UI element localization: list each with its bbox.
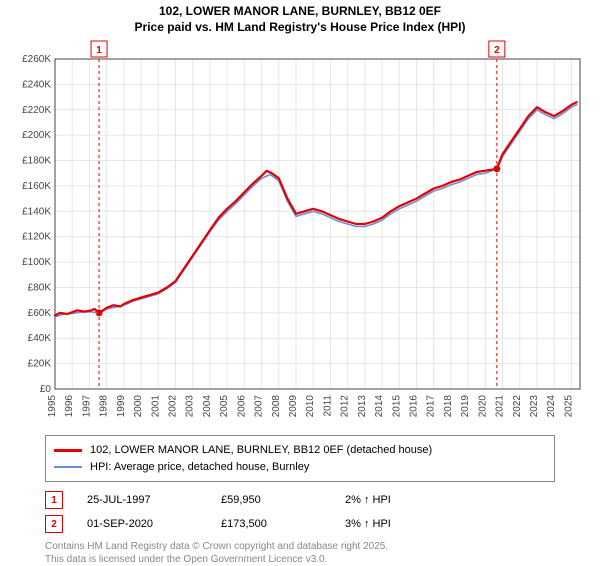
svg-text:£100K: £100K — [22, 257, 51, 268]
svg-text:2011: 2011 — [322, 395, 333, 417]
marker-price-1: £59,950 — [221, 494, 321, 506]
title-line2: Price paid vs. HM Land Registry's House … — [0, 20, 600, 36]
chart-title: 102, LOWER MANOR LANE, BURNLEY, BB12 0EF… — [0, 0, 600, 35]
svg-text:£220K: £220K — [22, 105, 51, 116]
marker-pct-2: 3% ↑ HPI — [345, 518, 391, 530]
svg-text:2: 2 — [494, 45, 500, 56]
marker-row-2: 2 01-SEP-2020 £173,500 3% ↑ HPI — [45, 512, 555, 536]
svg-text:2005: 2005 — [219, 395, 230, 418]
svg-text:£120K: £120K — [22, 232, 51, 243]
svg-text:2006: 2006 — [236, 395, 247, 418]
marker-table: 1 25-JUL-1997 £59,950 2% ↑ HPI 2 01-SEP-… — [45, 488, 555, 536]
svg-text:1998: 1998 — [99, 395, 110, 418]
svg-text:£20K: £20K — [28, 359, 52, 370]
svg-text:2024: 2024 — [546, 395, 557, 418]
svg-text:2014: 2014 — [374, 395, 385, 418]
svg-text:2025: 2025 — [563, 395, 574, 418]
marker-badge-1: 1 — [45, 491, 63, 509]
svg-text:£200K: £200K — [22, 130, 51, 141]
legend-row-series2: HPI: Average price, detached house, Burn… — [54, 459, 546, 476]
svg-text:2002: 2002 — [167, 395, 178, 418]
legend-swatch-2 — [54, 466, 82, 468]
marker-date-2: 01-SEP-2020 — [87, 518, 197, 530]
svg-text:2013: 2013 — [357, 395, 368, 418]
marker-price-2: £173,500 — [221, 518, 321, 530]
legend-label-1: 102, LOWER MANOR LANE, BURNLEY, BB12 0EF… — [90, 442, 432, 459]
svg-text:£0: £0 — [40, 384, 52, 395]
marker-date-1: 25-JUL-1997 — [87, 494, 197, 506]
svg-text:1996: 1996 — [64, 395, 75, 418]
svg-text:£40K: £40K — [28, 333, 52, 344]
license-line1: Contains HM Land Registry data © Crown c… — [45, 540, 600, 553]
svg-text:£140K: £140K — [22, 206, 51, 217]
svg-text:1: 1 — [96, 45, 102, 56]
title-line1: 102, LOWER MANOR LANE, BURNLEY, BB12 0EF — [0, 4, 600, 20]
svg-text:2015: 2015 — [391, 395, 402, 418]
svg-text:2023: 2023 — [529, 395, 540, 418]
svg-text:2017: 2017 — [426, 395, 437, 418]
svg-text:1995: 1995 — [47, 395, 58, 418]
license-text: Contains HM Land Registry data © Crown c… — [45, 540, 600, 566]
svg-text:£180K: £180K — [22, 156, 51, 167]
svg-text:2016: 2016 — [408, 395, 419, 418]
svg-text:2003: 2003 — [185, 395, 196, 418]
marker-pct-1: 2% ↑ HPI — [345, 494, 391, 506]
svg-text:2009: 2009 — [288, 395, 299, 418]
svg-text:2001: 2001 — [150, 395, 161, 418]
svg-text:£240K: £240K — [22, 80, 51, 91]
chart-legend: 102, LOWER MANOR LANE, BURNLEY, BB12 0EF… — [45, 435, 555, 482]
svg-text:2020: 2020 — [477, 395, 488, 418]
svg-text:2022: 2022 — [512, 395, 523, 418]
svg-text:2008: 2008 — [271, 395, 282, 418]
svg-text:£60K: £60K — [28, 308, 52, 319]
svg-text:1997: 1997 — [81, 395, 92, 418]
svg-text:2010: 2010 — [305, 395, 316, 418]
svg-text:2012: 2012 — [340, 395, 351, 418]
svg-text:2007: 2007 — [254, 395, 265, 418]
svg-text:1999: 1999 — [116, 395, 127, 418]
price-chart: £0 £20K £40K £60K £80K £100K £120K £140K £160K £1… — [10, 39, 590, 429]
svg-text:£260K: £260K — [22, 54, 51, 65]
svg-text:2019: 2019 — [460, 395, 471, 418]
svg-text:2000: 2000 — [133, 395, 144, 418]
legend-swatch-1 — [54, 449, 82, 452]
svg-text:£80K: £80K — [28, 283, 52, 294]
legend-label-2: HPI: Average price, detached house, Burn… — [90, 459, 309, 476]
chart-svg: £0 £20K £40K £60K £80K £100K £120K £140K £160K £1… — [10, 39, 590, 429]
marker-badge-2: 2 — [45, 515, 63, 533]
svg-text:2021: 2021 — [495, 395, 506, 418]
svg-text:£160K: £160K — [22, 181, 51, 192]
legend-row-series1: 102, LOWER MANOR LANE, BURNLEY, BB12 0EF… — [54, 442, 546, 459]
marker-row-1: 1 25-JUL-1997 £59,950 2% ↑ HPI — [45, 488, 555, 512]
svg-text:2004: 2004 — [202, 395, 213, 418]
svg-text:2018: 2018 — [443, 395, 454, 418]
